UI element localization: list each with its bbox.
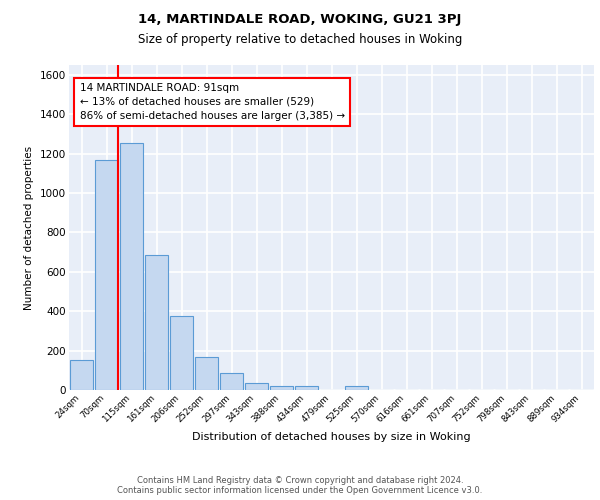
Bar — [145, 255, 168, 390]
Bar — [345, 386, 368, 390]
X-axis label: Distribution of detached houses by size in Woking: Distribution of detached houses by size … — [192, 432, 471, 442]
Text: Contains HM Land Registry data © Crown copyright and database right 2024.
Contai: Contains HM Land Registry data © Crown c… — [118, 476, 482, 495]
Bar — [245, 383, 268, 390]
Bar — [295, 386, 318, 390]
Text: 14 MARTINDALE ROAD: 91sqm
← 13% of detached houses are smaller (529)
86% of semi: 14 MARTINDALE ROAD: 91sqm ← 13% of detac… — [79, 83, 344, 121]
Bar — [70, 360, 93, 390]
Bar — [95, 160, 118, 390]
Bar — [170, 316, 193, 390]
Bar — [220, 374, 243, 390]
Bar — [120, 143, 143, 390]
Bar — [270, 386, 293, 390]
Text: Size of property relative to detached houses in Woking: Size of property relative to detached ho… — [138, 32, 462, 46]
Y-axis label: Number of detached properties: Number of detached properties — [25, 146, 34, 310]
Bar — [195, 356, 218, 390]
Text: 14, MARTINDALE ROAD, WOKING, GU21 3PJ: 14, MARTINDALE ROAD, WOKING, GU21 3PJ — [139, 12, 461, 26]
